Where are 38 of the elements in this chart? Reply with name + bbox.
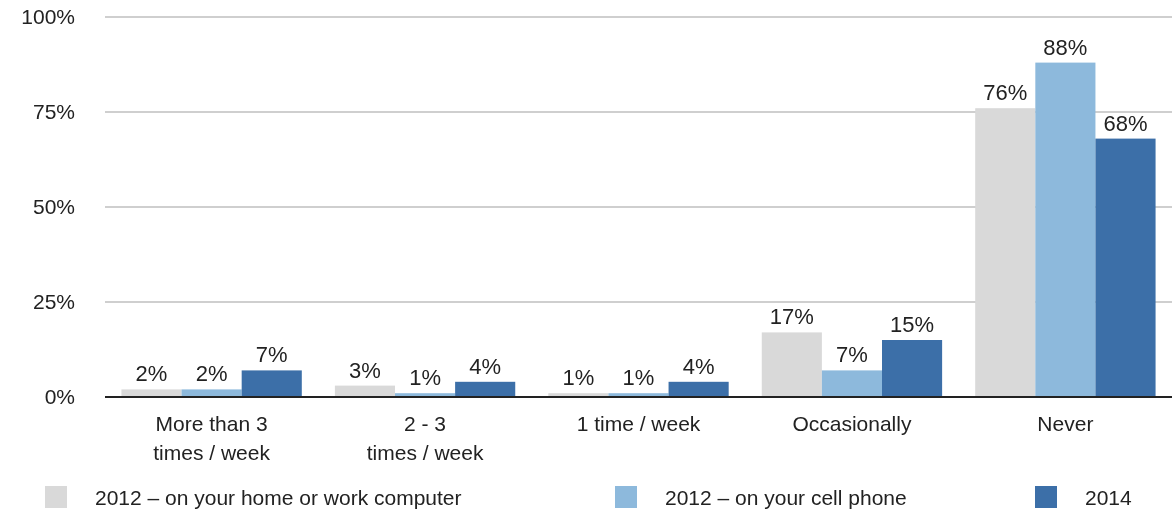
text: 1% — [622, 365, 655, 391]
text: 88% — [1043, 34, 1088, 60]
text: 7% — [255, 342, 288, 368]
bar — [668, 381, 729, 397]
y-tick-label: 0% — [44, 385, 75, 409]
text: 3% — [349, 357, 381, 383]
bar — [821, 370, 882, 397]
y-tick-label: 50% — [32, 195, 75, 219]
text: 68% — [1103, 110, 1148, 136]
bar — [455, 381, 516, 397]
bar — [181, 389, 242, 397]
bar — [121, 389, 182, 397]
bar — [1035, 62, 1096, 397]
text: 2% — [195, 361, 228, 387]
text: 4% — [469, 353, 502, 379]
bar — [241, 370, 302, 397]
text: 1% — [562, 365, 595, 391]
bar — [882, 340, 943, 397]
text: 76% — [983, 80, 1028, 106]
text: 1% — [409, 365, 441, 391]
bar — [761, 332, 822, 397]
legend-label: 2014 — [1085, 486, 1133, 510]
y-tick-label: 100% — [21, 5, 75, 29]
text: 4% — [682, 353, 715, 379]
text: 17% — [769, 304, 814, 330]
text: 15% — [890, 312, 935, 337]
text: 2% — [135, 361, 168, 387]
x-tick-label: Occasionally — [792, 412, 912, 435]
bar — [1095, 138, 1156, 397]
text: 7% — [836, 342, 868, 368]
legend-label: 2012 – on your home or work computer — [95, 486, 462, 510]
y-tick-label: 25% — [32, 290, 75, 314]
x-tick-label: Never — [1037, 412, 1094, 435]
x-tick-label: 2 - 3 times / week — [366, 412, 484, 464]
x-tick-label: More than 3 times / week — [153, 412, 271, 464]
legend-label: 2012 – on your cell phone — [665, 486, 907, 510]
y-tick-label: 75% — [32, 100, 75, 124]
x-tick-label: 1 time / week — [576, 412, 701, 435]
